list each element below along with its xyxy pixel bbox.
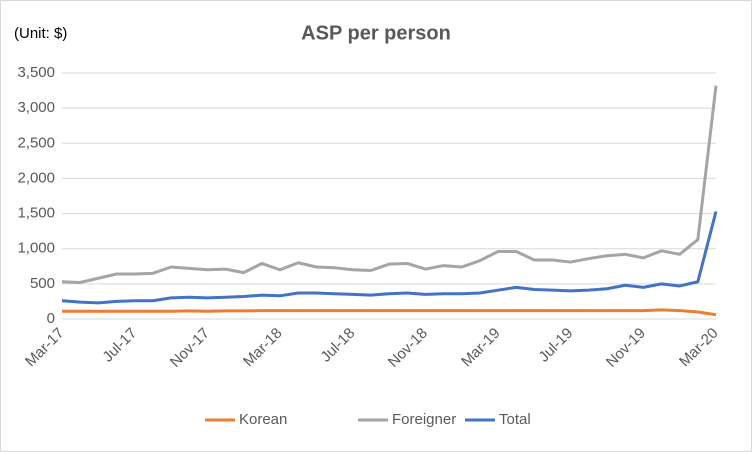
y-tick-label: 2,000 [17, 169, 55, 186]
chart-title: ASP per person [301, 22, 451, 44]
y-tick-label: 1,000 [17, 240, 55, 257]
legend-label: Foreigner [392, 411, 456, 428]
y-tick-label: 500 [30, 275, 55, 292]
line-series [61, 211, 718, 305]
y-tick-label: 1,500 [17, 205, 55, 222]
y-tick-label: 2,500 [17, 134, 55, 151]
y-tick-label: 3,500 [17, 64, 55, 81]
unit-label: (Unit: $) [14, 25, 67, 42]
y-tick-label: 3,000 [17, 99, 55, 116]
line-series [61, 85, 718, 284]
legend-label: Total [499, 411, 531, 428]
legend-label: Korean [239, 411, 287, 428]
y-tick-label: 0 [47, 310, 55, 327]
line-series [62, 308, 717, 317]
